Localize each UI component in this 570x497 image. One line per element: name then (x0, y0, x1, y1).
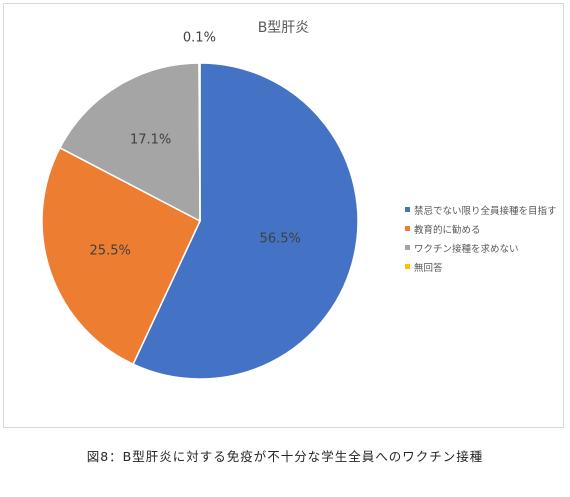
slice-value-label: 25.5% (89, 243, 131, 259)
pie-chart (41, 62, 359, 380)
figure-caption: 図8：B型肝炎に対する免疫が不十分な学生全員へのワクチン接種 (86, 449, 484, 464)
legend-swatch (405, 245, 410, 250)
legend-swatch (405, 207, 410, 212)
chart-area: B型肝炎 56.5% 25.5% 17.1% 0.1% 禁忌でない限り全員接種を目指す… (3, 3, 564, 428)
slice-value-label: 17.1% (129, 132, 172, 148)
legend-item: 禁忌でない限り全員接種を目指す (405, 200, 557, 219)
legend-label: 禁忌でない限り全員接種を目指す (414, 205, 557, 217)
legend-item: 無回答 (405, 257, 557, 276)
legend-label: 教育的に勧める (414, 224, 481, 236)
pie-slice (132, 62, 359, 380)
slice-value-label: 0.1% (182, 30, 216, 46)
pie-slice (58, 62, 201, 223)
chart-legend: 禁忌でない限り全員接種を目指す 教育的に勧めるワクチン接種を求めない 無回答 (405, 200, 557, 276)
legend-label: 無回答 (414, 262, 443, 274)
pie-slice (41, 146, 201, 366)
legend-swatch (405, 226, 410, 231)
legend-label: ワクチン接種を求めない (414, 243, 519, 255)
chart-title: B型肝炎 (257, 20, 310, 36)
legend-item: 教育的に勧める (405, 219, 557, 238)
legend-item: ワクチン接種を求めない (405, 238, 557, 257)
slice-value-label: 56.5% (259, 231, 301, 247)
legend-swatch (405, 264, 410, 269)
pie-slice (198, 62, 201, 222)
